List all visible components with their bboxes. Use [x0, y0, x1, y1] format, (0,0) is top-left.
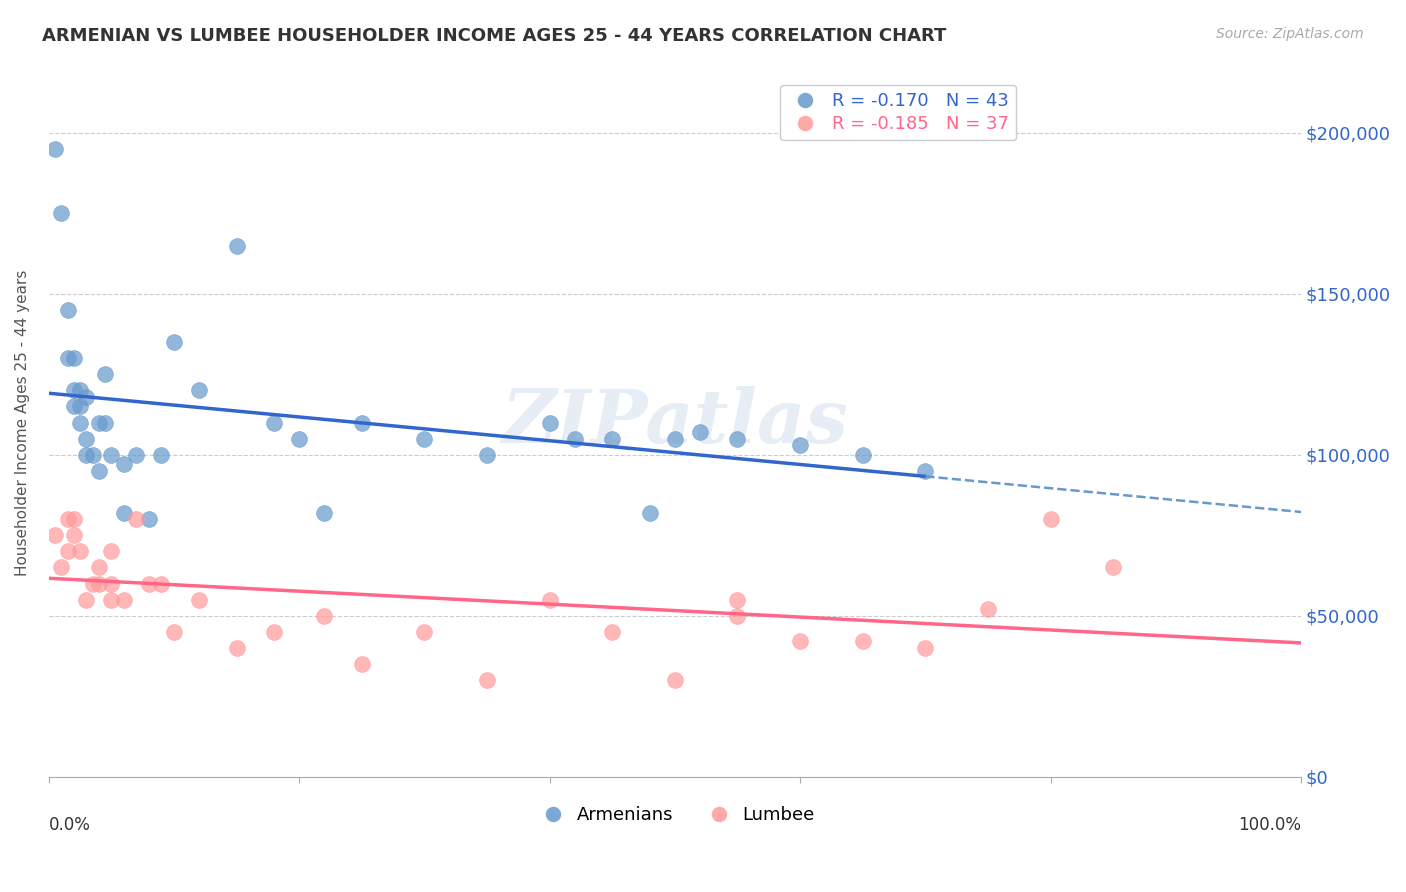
- Point: [852, 634, 875, 648]
- Point: [288, 432, 311, 446]
- Y-axis label: Householder Income Ages 25 - 44 years: Householder Income Ages 25 - 44 years: [15, 269, 30, 575]
- Text: ZIPatlas: ZIPatlas: [502, 386, 848, 458]
- Point: [188, 384, 211, 398]
- Point: [413, 624, 436, 639]
- Point: [638, 506, 661, 520]
- Point: [82, 576, 104, 591]
- Point: [852, 448, 875, 462]
- Point: [56, 544, 79, 558]
- Point: [914, 464, 936, 478]
- Point: [125, 448, 148, 462]
- Point: [112, 458, 135, 472]
- Point: [727, 432, 749, 446]
- Point: [44, 142, 66, 156]
- Point: [62, 512, 84, 526]
- Legend: Armenians, Lumbee: Armenians, Lumbee: [529, 799, 821, 831]
- Text: ARMENIAN VS LUMBEE HOUSEHOLDER INCOME AGES 25 - 44 YEARS CORRELATION CHART: ARMENIAN VS LUMBEE HOUSEHOLDER INCOME AG…: [42, 27, 946, 45]
- Text: 100.0%: 100.0%: [1239, 815, 1301, 833]
- Text: Source: ZipAtlas.com: Source: ZipAtlas.com: [1216, 27, 1364, 41]
- Point: [664, 673, 686, 687]
- Point: [75, 390, 97, 404]
- Point: [150, 576, 173, 591]
- Point: [538, 592, 561, 607]
- Point: [350, 416, 373, 430]
- Point: [100, 448, 122, 462]
- Point: [727, 592, 749, 607]
- Point: [564, 432, 586, 446]
- Point: [163, 335, 186, 350]
- Point: [100, 544, 122, 558]
- Point: [413, 432, 436, 446]
- Point: [62, 528, 84, 542]
- Point: [44, 528, 66, 542]
- Point: [1102, 560, 1125, 574]
- Point: [263, 416, 285, 430]
- Point: [56, 351, 79, 366]
- Point: [82, 448, 104, 462]
- Point: [125, 512, 148, 526]
- Point: [75, 432, 97, 446]
- Point: [94, 416, 117, 430]
- Point: [112, 506, 135, 520]
- Point: [62, 384, 84, 398]
- Point: [789, 634, 811, 648]
- Point: [87, 560, 110, 574]
- Point: [75, 448, 97, 462]
- Point: [100, 576, 122, 591]
- Point: [87, 576, 110, 591]
- Point: [475, 673, 498, 687]
- Point: [600, 624, 623, 639]
- Point: [62, 400, 84, 414]
- Point: [789, 438, 811, 452]
- Point: [138, 512, 160, 526]
- Point: [1039, 512, 1062, 526]
- Point: [350, 657, 373, 671]
- Point: [225, 238, 247, 252]
- Point: [263, 624, 285, 639]
- Point: [914, 640, 936, 655]
- Point: [664, 432, 686, 446]
- Point: [150, 448, 173, 462]
- Point: [62, 351, 84, 366]
- Point: [87, 416, 110, 430]
- Point: [689, 425, 711, 440]
- Point: [538, 416, 561, 430]
- Point: [94, 368, 117, 382]
- Point: [138, 576, 160, 591]
- Point: [51, 206, 73, 220]
- Point: [188, 592, 211, 607]
- Point: [112, 592, 135, 607]
- Point: [475, 448, 498, 462]
- Point: [100, 592, 122, 607]
- Point: [225, 640, 247, 655]
- Point: [75, 592, 97, 607]
- Point: [314, 608, 336, 623]
- Point: [51, 560, 73, 574]
- Point: [314, 506, 336, 520]
- Point: [163, 624, 186, 639]
- Point: [727, 608, 749, 623]
- Point: [69, 544, 91, 558]
- Point: [600, 432, 623, 446]
- Point: [56, 512, 79, 526]
- Point: [56, 302, 79, 317]
- Point: [69, 416, 91, 430]
- Point: [69, 400, 91, 414]
- Point: [87, 464, 110, 478]
- Text: 0.0%: 0.0%: [49, 815, 90, 833]
- Point: [977, 602, 1000, 616]
- Point: [69, 384, 91, 398]
